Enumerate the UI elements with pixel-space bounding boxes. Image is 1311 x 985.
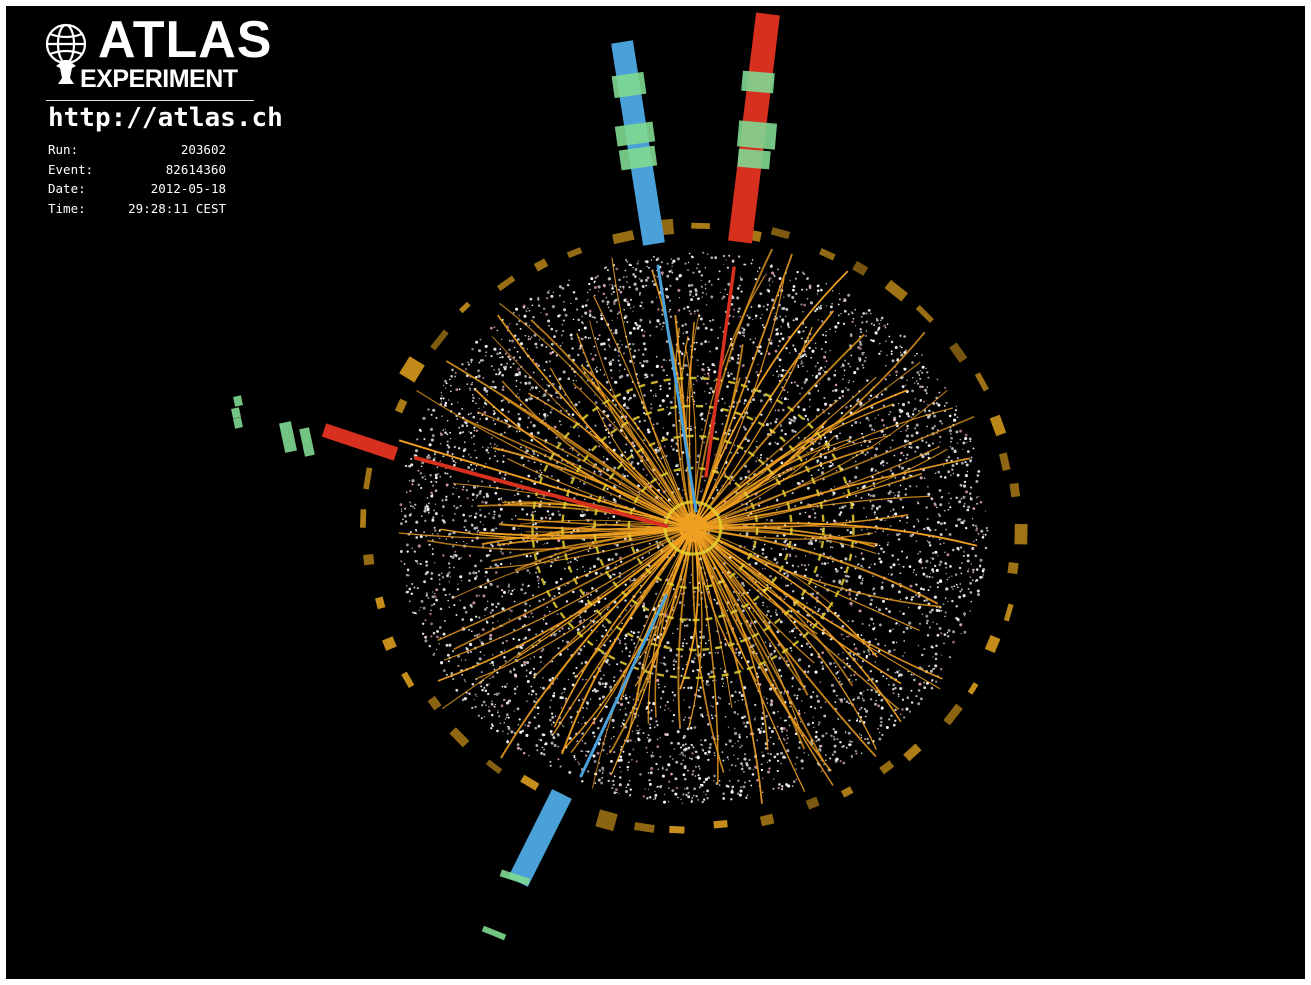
brand-url: http://atlas.ch — [48, 103, 283, 133]
muon-bar-down — [508, 789, 572, 887]
time-value: 29:28:11 CEST — [128, 200, 226, 216]
atlas-globe-icon — [45, 23, 87, 84]
event-row: Event: 82614360 — [48, 160, 226, 180]
logo-row: ATLAS EXPERIMENT — [42, 14, 272, 92]
muon-track-up — [656, 264, 698, 513]
event-display-canvas — [231, 12, 1028, 941]
brand-subtitle: EXPERIMENT — [80, 65, 238, 93]
electron-bar-left — [321, 423, 399, 461]
inner-detector-rings — [531, 376, 855, 680]
electron-track-up — [704, 266, 736, 478]
run-row: Run: 203602 — [48, 140, 226, 160]
event-label: Event: — [48, 161, 94, 177]
muon-chambers — [231, 70, 778, 941]
event-info-panel: Run: 203602 Event: 82614360 Date: 2012-0… — [48, 140, 226, 218]
date-row: Date: 2012-05-18 — [48, 179, 226, 199]
brand-divider — [46, 100, 254, 101]
atlas-branding: ATLAS EXPERIMENT http://atlas.ch Run: 20… — [42, 14, 283, 216]
brand-title: ATLAS — [98, 11, 273, 69]
event-value: 82614360 — [165, 161, 226, 177]
time-label: Time: — [48, 200, 86, 216]
muon-track-down — [579, 594, 668, 778]
date-value: 2012-05-18 — [150, 181, 226, 196]
date-label: Date: — [48, 181, 86, 196]
event-display-frame: ATLAS EXPERIMENT http://atlas.ch Run: 20… — [6, 6, 1305, 979]
run-value: 203602 — [180, 142, 226, 157]
run-label: Run: — [48, 142, 79, 157]
time-row: Time: 29:28:11 CEST — [48, 199, 226, 219]
electron-track-left — [414, 456, 668, 528]
